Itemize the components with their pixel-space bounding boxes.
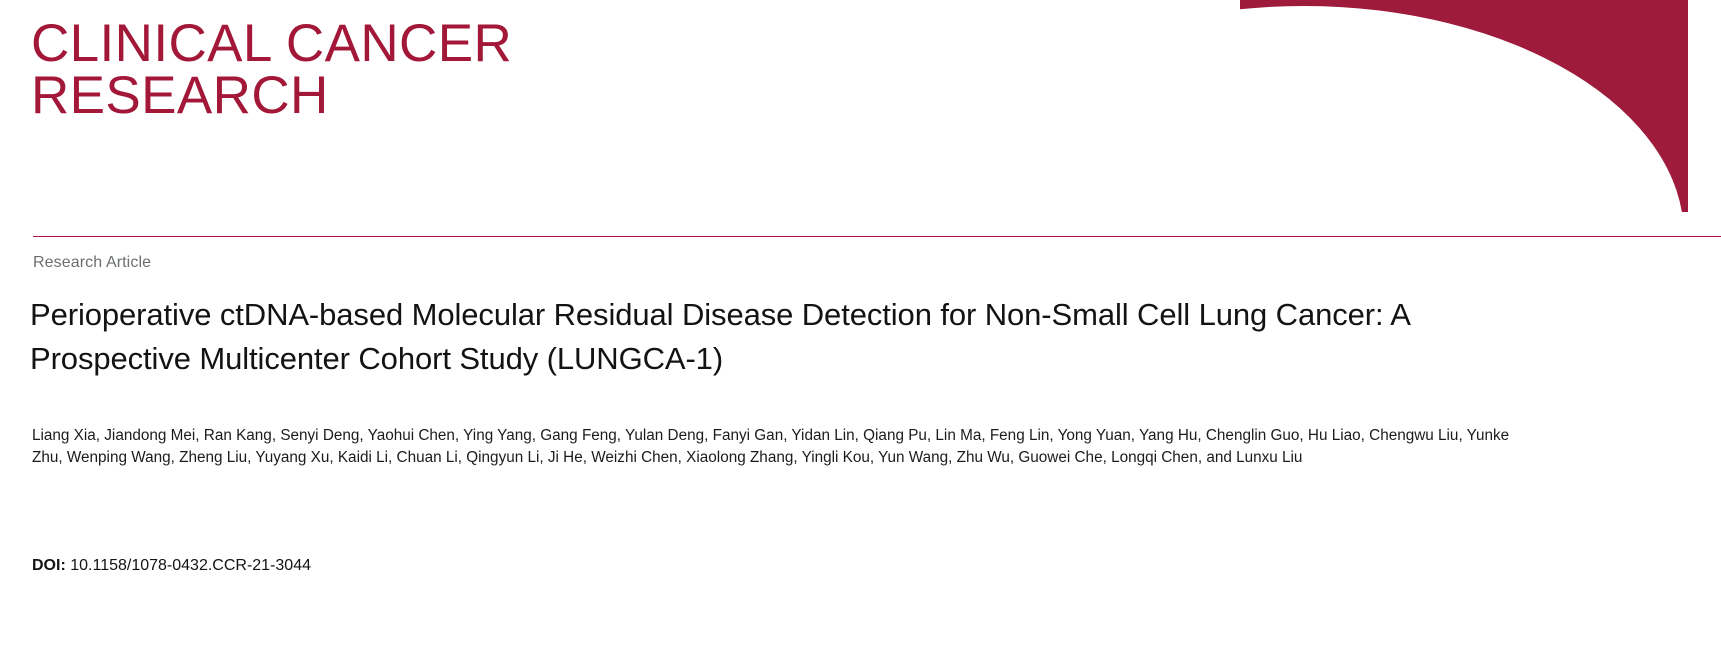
doi-label: DOI: [32, 557, 66, 574]
journal-logo-line-1: CLINICAL CANCER [31, 14, 513, 73]
journal-logo: CLINICAL CANCER RESEARCH [31, 17, 512, 125]
masthead-divider-rule [33, 236, 1721, 237]
journal-logo-line-2: RESEARCH [31, 66, 329, 125]
journal-masthead: CLINICAL CANCER RESEARCH [0, 0, 1721, 237]
doi-line: DOI: 10.1158/1078-0432.CCR-21-3044 [32, 557, 311, 575]
doi-value[interactable]: 10.1158/1078-0432.CCR-21-3044 [70, 557, 311, 574]
masthead-swoosh-graphic [1240, 0, 1688, 212]
article-type-kicker: Research Article [33, 254, 152, 271]
author-list: Liang Xia, Jiandong Mei, Ran Kang, Senyi… [32, 427, 1510, 466]
page-title: Perioperative ctDNA-based Molecular Resi… [30, 297, 1410, 376]
